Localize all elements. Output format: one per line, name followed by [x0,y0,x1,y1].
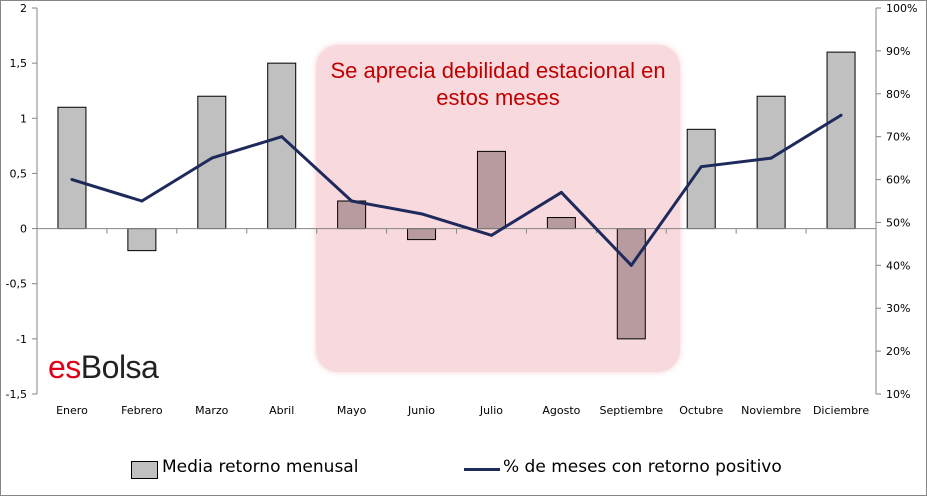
y-right-tick-label: 50% [886,216,910,229]
annotation-text: Se aprecia debilidad estacional en estos… [330,58,666,110]
brand-logo: esBolsa [48,349,159,386]
x-tick-label: Septiembre [599,404,663,417]
bar-noviembre [756,95,786,230]
y-left-tick-label: 1,5 [10,57,28,70]
line-point-septiembre [629,263,633,267]
y-right-tick-label: 80% [886,88,910,101]
y-left-tick-label: 2 [20,2,27,15]
y-left-tick-label: 0 [20,223,27,236]
y-left-tick-label: 0,5 [10,167,28,180]
x-tick-label: Abril [269,404,294,417]
bar-julio [476,150,506,230]
bar-mayo [337,200,367,230]
legend-line-swatch [464,468,500,471]
bar-diciembre [826,51,856,230]
y-left-tick-label: 1 [20,112,27,125]
line-point-febrero [140,199,144,203]
x-tick-label: Junio [407,404,435,417]
y-right-tick-label: 60% [886,174,910,187]
legend-line-label: % de meses con retorno positivo [503,457,782,477]
y-right-tick-label: 40% [886,259,910,272]
bar-septiembre [616,228,646,340]
line-point-octubre [699,165,703,169]
legend-bar-label: Media retorno menusal [162,457,359,477]
x-tick-label: Mayo [337,404,367,417]
y-left-tick-label: -1,5 [6,388,27,401]
brand-part1: es [48,349,81,385]
line-series [71,113,842,267]
line-point-noviembre [769,156,773,160]
line-point-agosto [559,190,563,194]
bar-agosto [546,217,576,230]
x-tick-label: Octubre [679,404,723,417]
x-tick-label: Agosto [542,404,580,417]
y-right-tick-label: 30% [886,302,910,315]
bar-febrero [127,228,157,252]
line-point-enero [70,178,74,182]
bar-junio [407,228,437,241]
x-tick-label: Enero [56,404,88,417]
x-tick-label: Julio [479,404,503,417]
y-right-tick-label: 10% [886,388,910,401]
x-tick-label: Febrero [121,404,163,417]
y-right-tick-label: 100% [886,2,917,15]
line-point-marzo [210,156,214,160]
y-right-tick-label: 70% [886,131,910,144]
line-point-junio [420,212,424,216]
line-point-diciembre [839,113,843,117]
x-tick-label: Diciembre [813,404,869,417]
y-right-tick-label: 20% [886,345,910,358]
line-point-mayo [350,199,354,203]
x-tick-label: Noviembre [741,404,801,417]
bar-enero [57,106,87,230]
brand-part2: Bolsa [80,349,159,385]
y-left-tick-label: -1 [16,333,27,346]
legend-bar-swatch [131,461,158,479]
x-tick-label: Marzo [195,404,229,417]
y-left-tick-label: -0,5 [6,278,27,291]
y-right-tick-label: 90% [886,45,910,58]
line-point-julio [489,233,493,237]
line-point-abril [280,135,284,139]
